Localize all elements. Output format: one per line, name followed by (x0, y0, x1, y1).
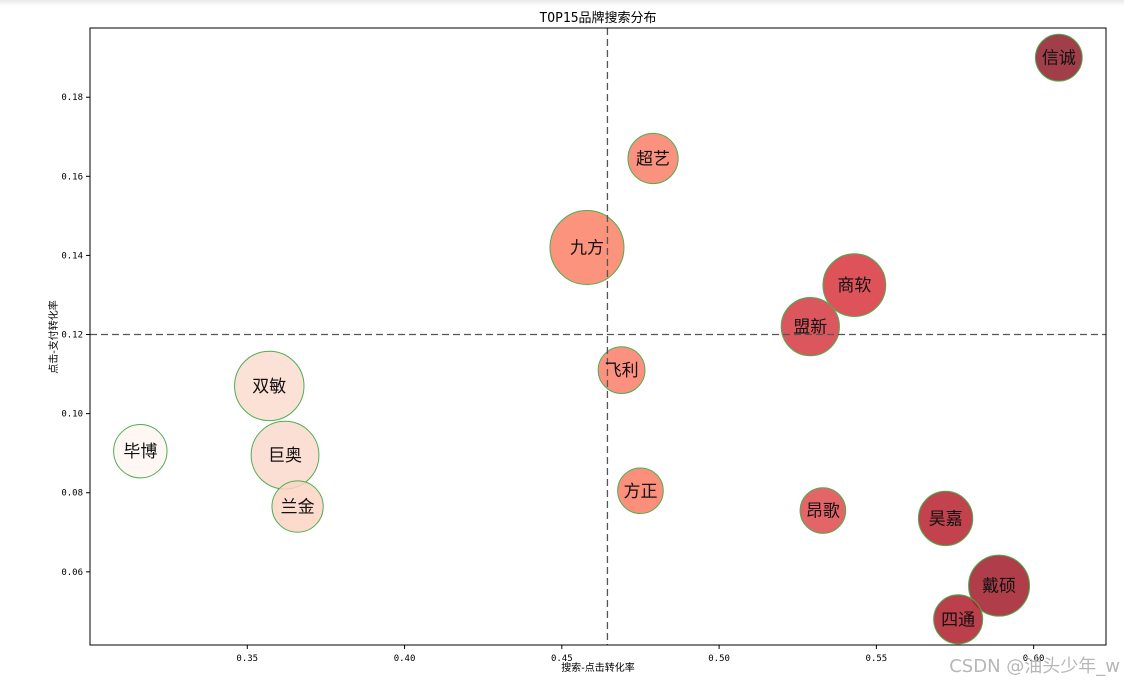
bubble-label-8: 毕博 (123, 442, 157, 462)
bubble-6 (597, 346, 646, 395)
bubble-1 (1034, 33, 1083, 82)
x-tick-label: 0.50 (708, 654, 730, 664)
x-axis-ticks: 0.35 0.40 0.45 0.50 0.55 0.60 (236, 645, 1044, 664)
chart-title: TOP15品牌搜索分布 (539, 10, 656, 26)
bubble-label-1: 信诚 (1042, 49, 1076, 69)
y-tick-label: 0.06 (61, 568, 83, 578)
bubble-13 (917, 490, 974, 547)
y-tick-label: 0.10 (61, 410, 83, 420)
bubble-label-10: 方正 (623, 482, 657, 502)
bubble-label-2: 超艺 (636, 150, 670, 170)
y-tick-label: 0.14 (61, 251, 83, 261)
bubble-label-3: 九方 (570, 239, 604, 259)
bubble-label-7: 双敏 (252, 377, 286, 397)
bubble-label-15: 四通 (941, 610, 975, 630)
bubble-8 (113, 424, 168, 479)
bubble-layer (113, 33, 1083, 645)
bubble-label-6: 飞利 (605, 361, 639, 381)
bubble-label-11: 兰金 (281, 498, 315, 518)
y-axis-label: 点击-支付转化率 (47, 300, 60, 374)
top-shadow-bar (0, 0, 1124, 6)
bubble-2 (627, 132, 679, 185)
x-tick-label: 0.35 (236, 654, 258, 664)
watermark-text: CSDN @油头少年_w (949, 656, 1120, 677)
bubble-15 (933, 594, 984, 645)
y-tick-label: 0.12 (61, 331, 83, 341)
y-tick-label: 0.18 (61, 93, 83, 103)
x-tick-label: 0.60 (1023, 654, 1045, 664)
x-tick-label: 0.55 (866, 654, 888, 664)
bubble-label-5: 盟新 (793, 318, 827, 338)
reference-lines (90, 28, 1106, 645)
y-tick-label: 0.08 (61, 489, 83, 499)
x-tick-label: 0.45 (551, 654, 573, 664)
bubble-7 (234, 350, 305, 422)
bubble-14 (968, 554, 1031, 617)
bubble-4 (822, 253, 887, 317)
bubble-label-14: 戴硕 (982, 577, 1016, 597)
y-tick-label: 0.16 (61, 172, 83, 182)
bubble-label-9: 巨奥 (268, 446, 302, 466)
y-axis-ticks: 0.06 0.08 0.10 0.12 0.14 0.16 0.18 (61, 93, 90, 578)
bubble-label-4: 商软 (837, 276, 871, 296)
bubble-5 (780, 296, 840, 357)
bubble-label-13: 昊嘉 (929, 509, 963, 529)
bubble-11 (271, 480, 324, 533)
bubble-3 (549, 210, 625, 286)
x-axis-label: 搜索-点击转化率 (561, 661, 635, 674)
bubble-10 (617, 467, 664, 515)
bubble-label-12: 昂歌 (806, 502, 840, 522)
plot-frame (89, 27, 1107, 646)
bubble-12 (799, 487, 847, 534)
x-tick-label: 0.40 (394, 654, 416, 664)
